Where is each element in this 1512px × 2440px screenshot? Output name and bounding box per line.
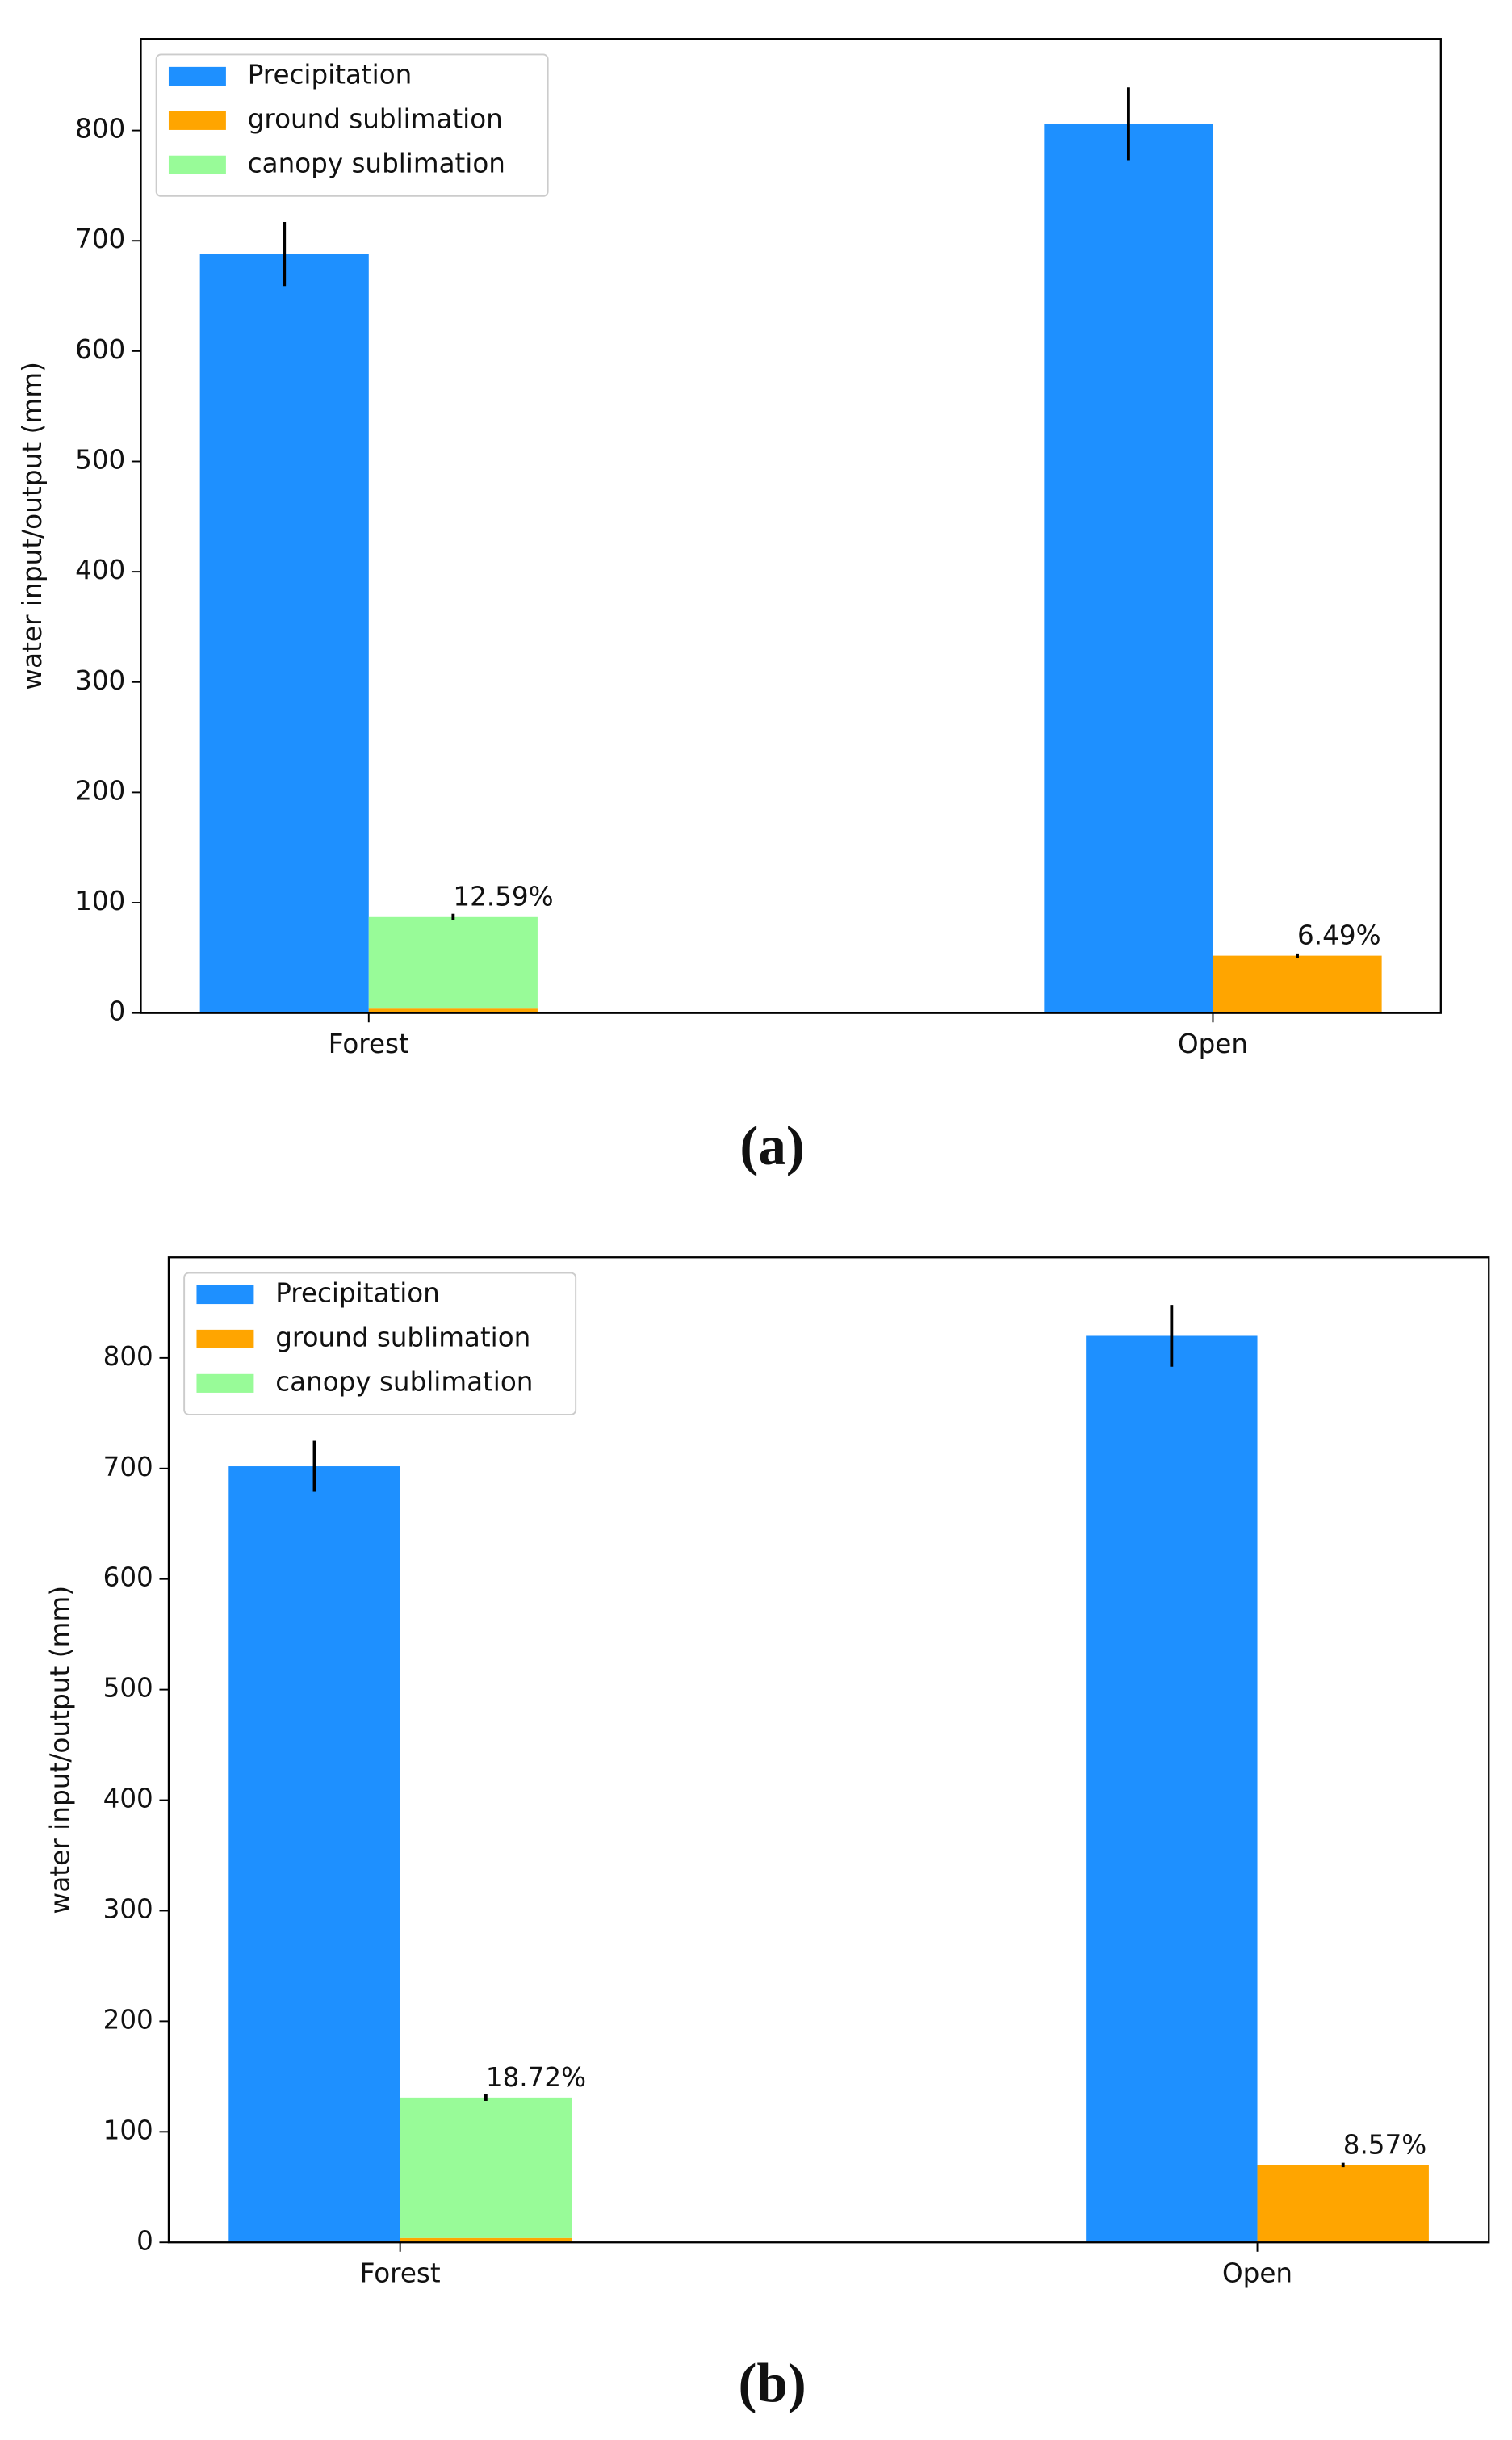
legend-label: Precipitation [275,1277,440,1308]
y-axis-label: water input/output (mm) [17,362,48,690]
y-tick-label: 500 [75,444,125,475]
annotation: 12.59% [453,882,553,912]
legend-label: ground sublimation [275,1322,530,1352]
y-tick-label: 200 [75,775,125,806]
bar [1213,955,1382,1013]
chart: 0 100 200 300 400 500 600 700 800 18.72% 8.57% Fore… [45,1256,1490,2413]
y-tick-label: 0 [109,996,126,1027]
annotation: 18.72% [486,2062,586,2093]
bar [368,1008,538,1013]
y-tick-label: 100 [103,2115,153,2145]
caption: (b) [738,2351,806,2413]
caption: (a) [739,1114,804,1176]
x-tick-label: Forest [360,2258,441,2289]
legend-label: Precipitation [248,59,413,90]
y-tick-label: 300 [75,665,125,696]
y-tick-label: 400 [103,1783,153,1813]
y-tick-label: 800 [75,114,125,145]
bar [1257,2165,1429,2243]
bar [400,2097,572,2238]
y-tick-label: 600 [75,334,125,365]
bar [199,254,369,1013]
bar [228,1466,400,2243]
legend-box [183,1272,577,1415]
legend-swatch [168,155,226,174]
annotation: 6.49% [1297,920,1380,950]
y-tick-label: 600 [103,1562,153,1593]
y-tick-label: 200 [103,2004,153,2035]
bar [400,2237,572,2243]
legend-swatch [168,111,226,130]
legend-swatch [196,1373,254,1393]
y-tick-label: 800 [103,1341,153,1372]
y-axis-label: water input/output (mm) [45,1586,76,1914]
x-tick-label: Open [1222,2258,1292,2289]
x-tick-label: Open [1178,1029,1248,1059]
legend-swatch [196,1329,254,1349]
legend-label: ground sublimation [248,103,503,134]
bar [368,916,538,1009]
legend-label: canopy sublimation [248,148,505,178]
y-tick-label: 500 [103,1673,153,1704]
legend-label: canopy sublimation [275,1366,533,1397]
y-tick-label: 300 [103,1893,153,1924]
x-tick-label: Forest [329,1029,409,1059]
chart: 0 100 200 300 400 500 600 700 800 12.59% 6.49% Fore… [17,38,1442,1176]
y-tick-label: 0 [136,2225,153,2256]
bar [1086,1335,1258,2243]
y-tick-label: 700 [103,1452,153,1482]
bar [1044,124,1213,1013]
legend-box [155,53,549,197]
plot-frame [167,1256,1490,2244]
annotation: 8.57% [1343,2129,1426,2160]
y-tick-label: 400 [75,555,125,585]
legend-swatch [196,1285,254,1305]
plot-frame [140,38,1442,1014]
legend-swatch [168,66,226,86]
y-tick-label: 700 [75,224,125,254]
y-tick-label: 100 [75,886,125,916]
